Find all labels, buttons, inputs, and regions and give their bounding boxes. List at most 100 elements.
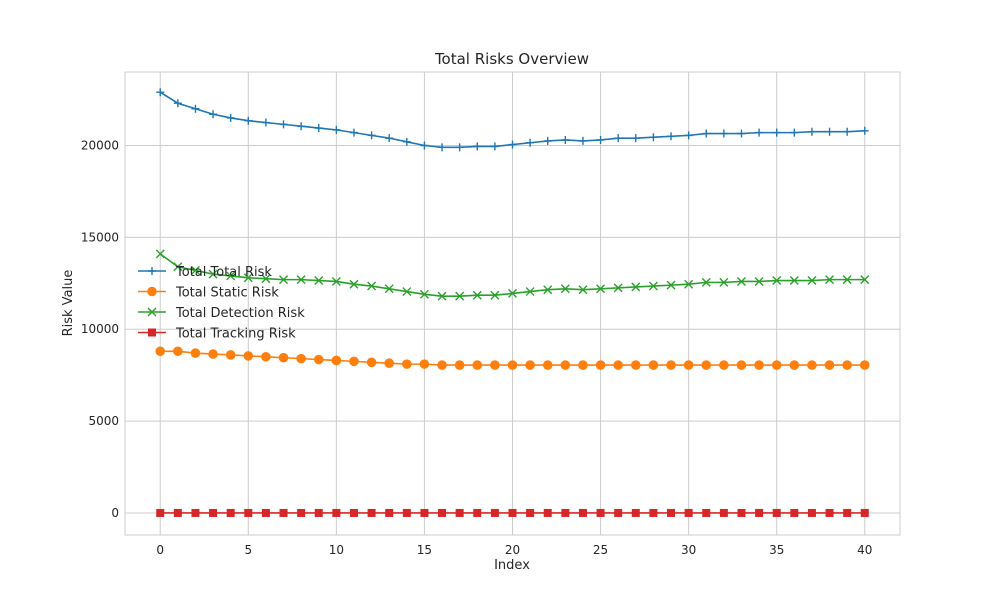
data-point [755,508,764,517]
data-point [332,125,341,134]
legend-marker [147,286,157,297]
data-point [719,360,729,370]
data-point [736,276,746,286]
data-point [384,284,394,294]
data-point [825,127,834,136]
y-axis-ticks: 0 5000 10000 15000 20000 [81,138,119,519]
data-point [719,508,728,517]
data-point [789,276,799,286]
data-point [807,508,816,517]
series-0 [156,88,869,152]
data-point [648,281,658,291]
data-point [525,360,535,370]
data-point [755,128,764,137]
y-tick-label: 10000 [81,322,119,336]
data-point [472,360,483,370]
data-point [156,508,165,517]
data-point [842,360,852,370]
data-point [542,360,553,370]
data-point [614,134,623,143]
data-point [473,508,482,517]
data-point [261,351,271,362]
data-point [772,508,781,517]
data-point [667,132,676,141]
data-point [526,508,535,517]
y-tick-label: 20000 [81,138,119,152]
data-point [279,275,289,285]
data-point [630,360,641,370]
data-point [649,133,658,142]
data-point [490,508,499,517]
x-axis-ticks: 0 5 10 15 20 25 30 35 40 [156,543,872,557]
data-point [578,360,588,370]
data-point [419,359,430,369]
data-point [226,271,236,281]
data-point [384,358,395,369]
data-point [366,357,377,368]
legend-marker [147,307,157,317]
data-point [208,269,218,279]
x-tick-label: 30 [681,543,696,557]
grid-lines [125,72,900,535]
data-point [807,127,816,136]
data-point [807,276,817,286]
data-point [824,360,835,370]
data-point [719,129,728,138]
data-point [402,287,412,297]
data-point [473,142,482,151]
data-point [244,508,253,517]
data-point [649,508,658,517]
data-point [349,508,358,517]
data-point [314,508,323,517]
data-point [297,122,306,131]
data-point [560,360,571,370]
data-point [155,249,165,259]
x-tick-label: 20 [505,543,520,557]
data-point [701,277,711,287]
data-point [454,360,465,370]
data-point [631,134,640,143]
x-axis-label: Index [494,558,530,573]
data-point [684,508,693,517]
data-point [860,275,870,285]
data-point [596,135,605,144]
data-point [385,134,394,143]
data-point [437,360,447,370]
data-point [667,508,676,517]
data-point [683,360,694,370]
data-point [332,508,341,517]
data-point [367,508,376,517]
data-point [173,262,183,272]
data-point [508,288,517,298]
data-point [367,281,377,291]
data-point [437,291,447,301]
x-tick-label: 15 [417,543,432,557]
data-point [684,131,693,140]
data-point [754,276,764,286]
data-point [754,360,764,370]
data-point [701,360,712,370]
legend-item: Total Detection Risk [138,306,305,321]
data-point [420,508,429,517]
data-point [438,508,447,517]
data-point [243,351,254,361]
data-point [190,348,201,358]
data-point [526,138,535,147]
x-tick-label: 25 [593,543,608,557]
legend-item: Total Tracking Risk [138,327,296,342]
data-point [349,356,359,367]
data-point [402,508,411,517]
data-point [261,118,270,127]
data-point [772,128,781,137]
data-point [508,140,517,149]
data-point [313,354,324,365]
data-point [790,128,799,137]
legend: Total Total Risk Total Static Risk Total D… [138,265,305,342]
data-point [613,283,623,293]
data-point [631,282,641,292]
data-point [613,360,623,370]
data-point [543,508,552,517]
data-point [507,360,518,370]
data-point [666,360,676,370]
data-point [455,143,464,152]
